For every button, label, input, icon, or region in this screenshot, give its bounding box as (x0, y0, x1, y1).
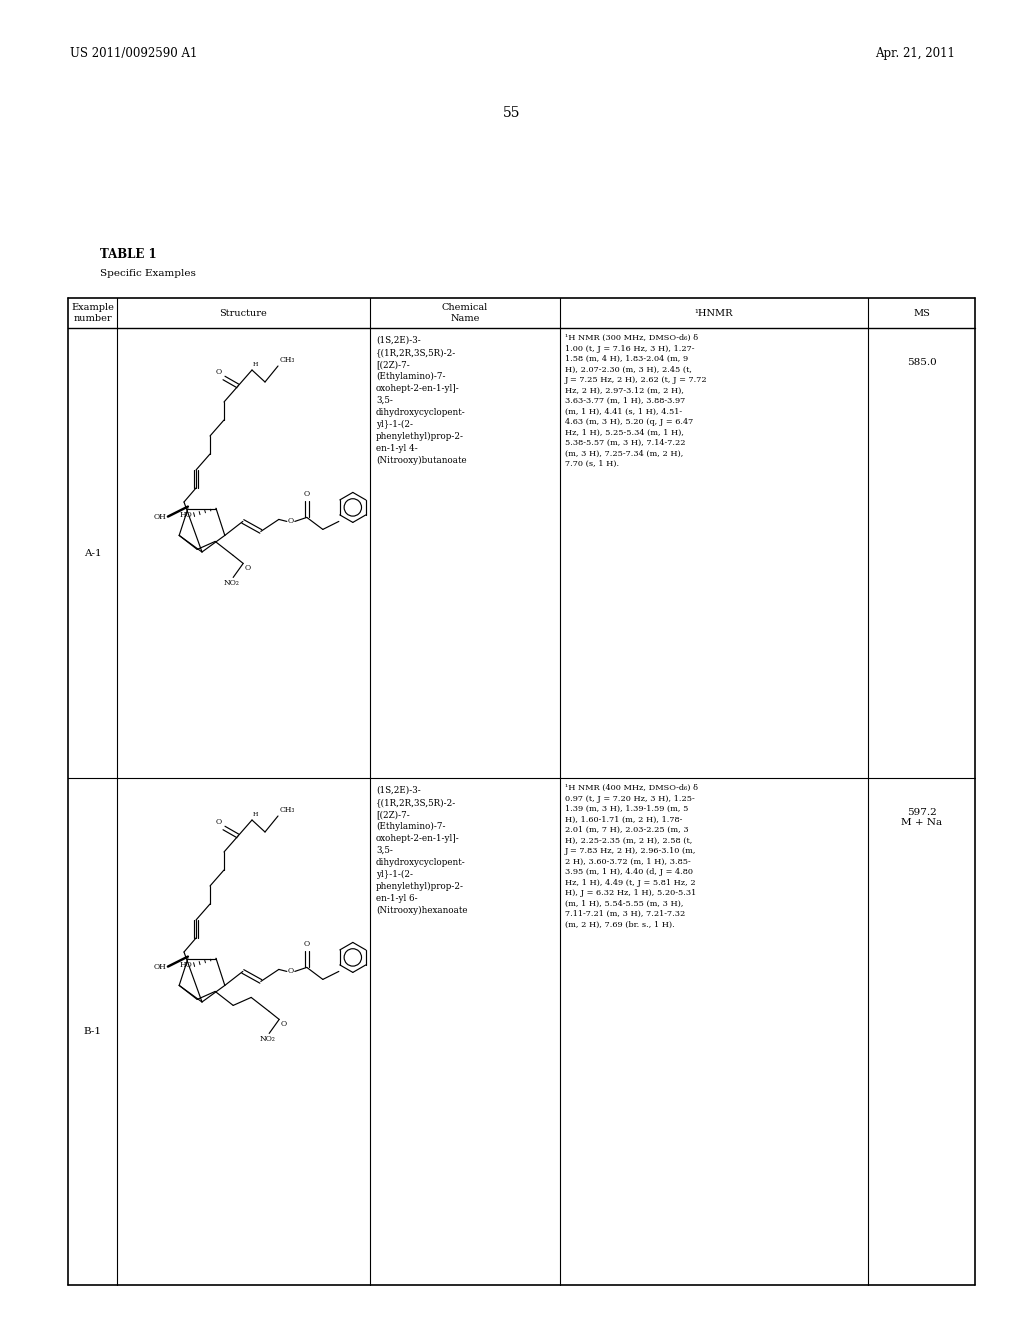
Text: 55: 55 (503, 106, 521, 120)
Text: Apr. 21, 2011: Apr. 21, 2011 (876, 48, 955, 61)
Text: B-1: B-1 (84, 1027, 101, 1036)
Text: CH₃: CH₃ (280, 356, 295, 364)
Text: Example
number: Example number (71, 304, 114, 322)
Text: CH₃: CH₃ (280, 807, 295, 814)
Text: (1S,2E)-3-
{(1R,2R,3S,5R)-2-
[(2Z)-7-
(Ethylamino)-7-
oxohept-2-en-1-yl]-
3,5-
d: (1S,2E)-3- {(1R,2R,3S,5R)-2- [(2Z)-7- (E… (376, 785, 468, 915)
Text: ¹H NMR (300 MHz, DMSO-d₆) δ
1.00 (t, J = 7.16 Hz, 3 H), 1.27-
1.58 (m, 4 H), 1.8: ¹H NMR (300 MHz, DMSO-d₆) δ 1.00 (t, J =… (565, 334, 708, 469)
Text: NO₂: NO₂ (259, 1035, 275, 1043)
Text: O: O (244, 565, 250, 573)
Text: O: O (216, 818, 222, 826)
Text: TABLE 1: TABLE 1 (100, 248, 157, 261)
Text: ¹H NMR (400 MHz, DMSO-d₆) δ
0.97 (t, J = 7.20 Hz, 3 H), 1.25-
1.39 (m, 3 H), 1.3: ¹H NMR (400 MHz, DMSO-d₆) δ 0.97 (t, J =… (565, 784, 698, 929)
Text: MS: MS (913, 309, 930, 318)
Text: Specific Examples: Specific Examples (100, 269, 196, 279)
Text: O: O (281, 1020, 287, 1028)
Text: (1S,2E)-3-
{(1R,2R,3S,5R)-2-
[(2Z)-7-
(Ethylamino)-7-
oxohept-2-en-1-yl]-
3,5-
d: (1S,2E)-3- {(1R,2R,3S,5R)-2- [(2Z)-7- (E… (376, 337, 467, 465)
Text: 585.0: 585.0 (906, 358, 936, 367)
Text: H: H (253, 362, 258, 367)
Text: US 2011/0092590 A1: US 2011/0092590 A1 (70, 48, 198, 61)
Text: A-1: A-1 (84, 549, 101, 557)
Text: O: O (304, 940, 310, 948)
Text: NO₂: NO₂ (223, 579, 240, 587)
Text: H: H (253, 812, 258, 817)
Text: O: O (216, 368, 222, 376)
Text: O: O (288, 517, 294, 525)
Text: HO: HO (179, 961, 193, 969)
Text: Chemical
Name: Chemical Name (442, 304, 488, 322)
Text: O: O (288, 968, 294, 975)
Text: OH: OH (154, 512, 166, 520)
Text: 597.2
M + Na: 597.2 M + Na (901, 808, 942, 828)
Text: O: O (304, 491, 310, 499)
Text: Structure: Structure (219, 309, 267, 318)
Text: OH: OH (154, 962, 166, 970)
Text: HO: HO (179, 511, 193, 519)
Text: ¹HNMR: ¹HNMR (694, 309, 733, 318)
